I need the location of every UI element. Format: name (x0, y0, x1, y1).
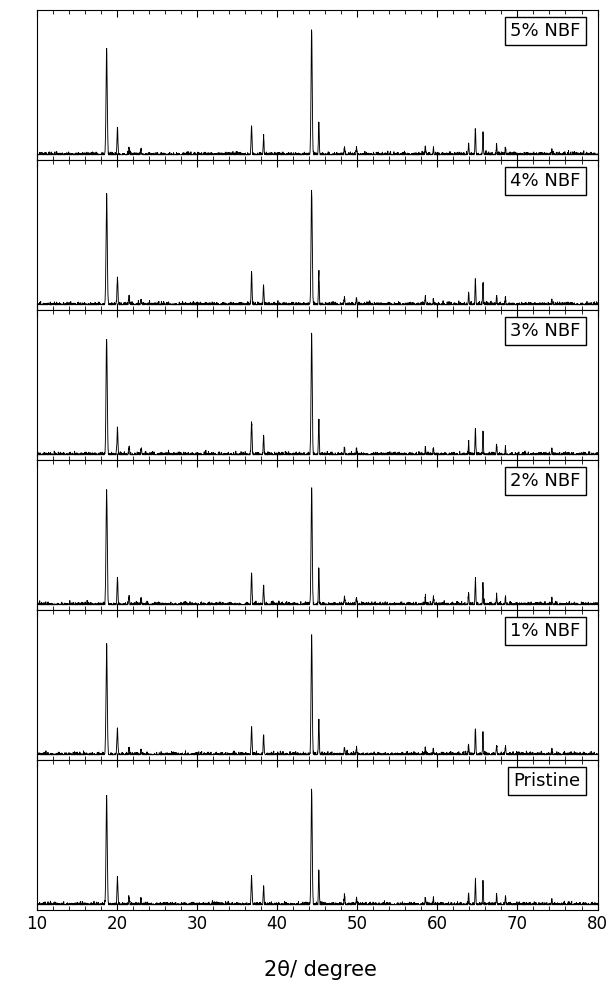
Text: 4% NBF: 4% NBF (510, 172, 581, 190)
Text: Pristine: Pristine (514, 772, 581, 790)
Text: 2θ/ degree: 2θ/ degree (264, 960, 377, 980)
Text: 3% NBF: 3% NBF (510, 322, 581, 340)
Text: 5% NBF: 5% NBF (510, 22, 581, 40)
Text: 2% NBF: 2% NBF (510, 472, 581, 490)
Text: 1% NBF: 1% NBF (511, 622, 581, 640)
